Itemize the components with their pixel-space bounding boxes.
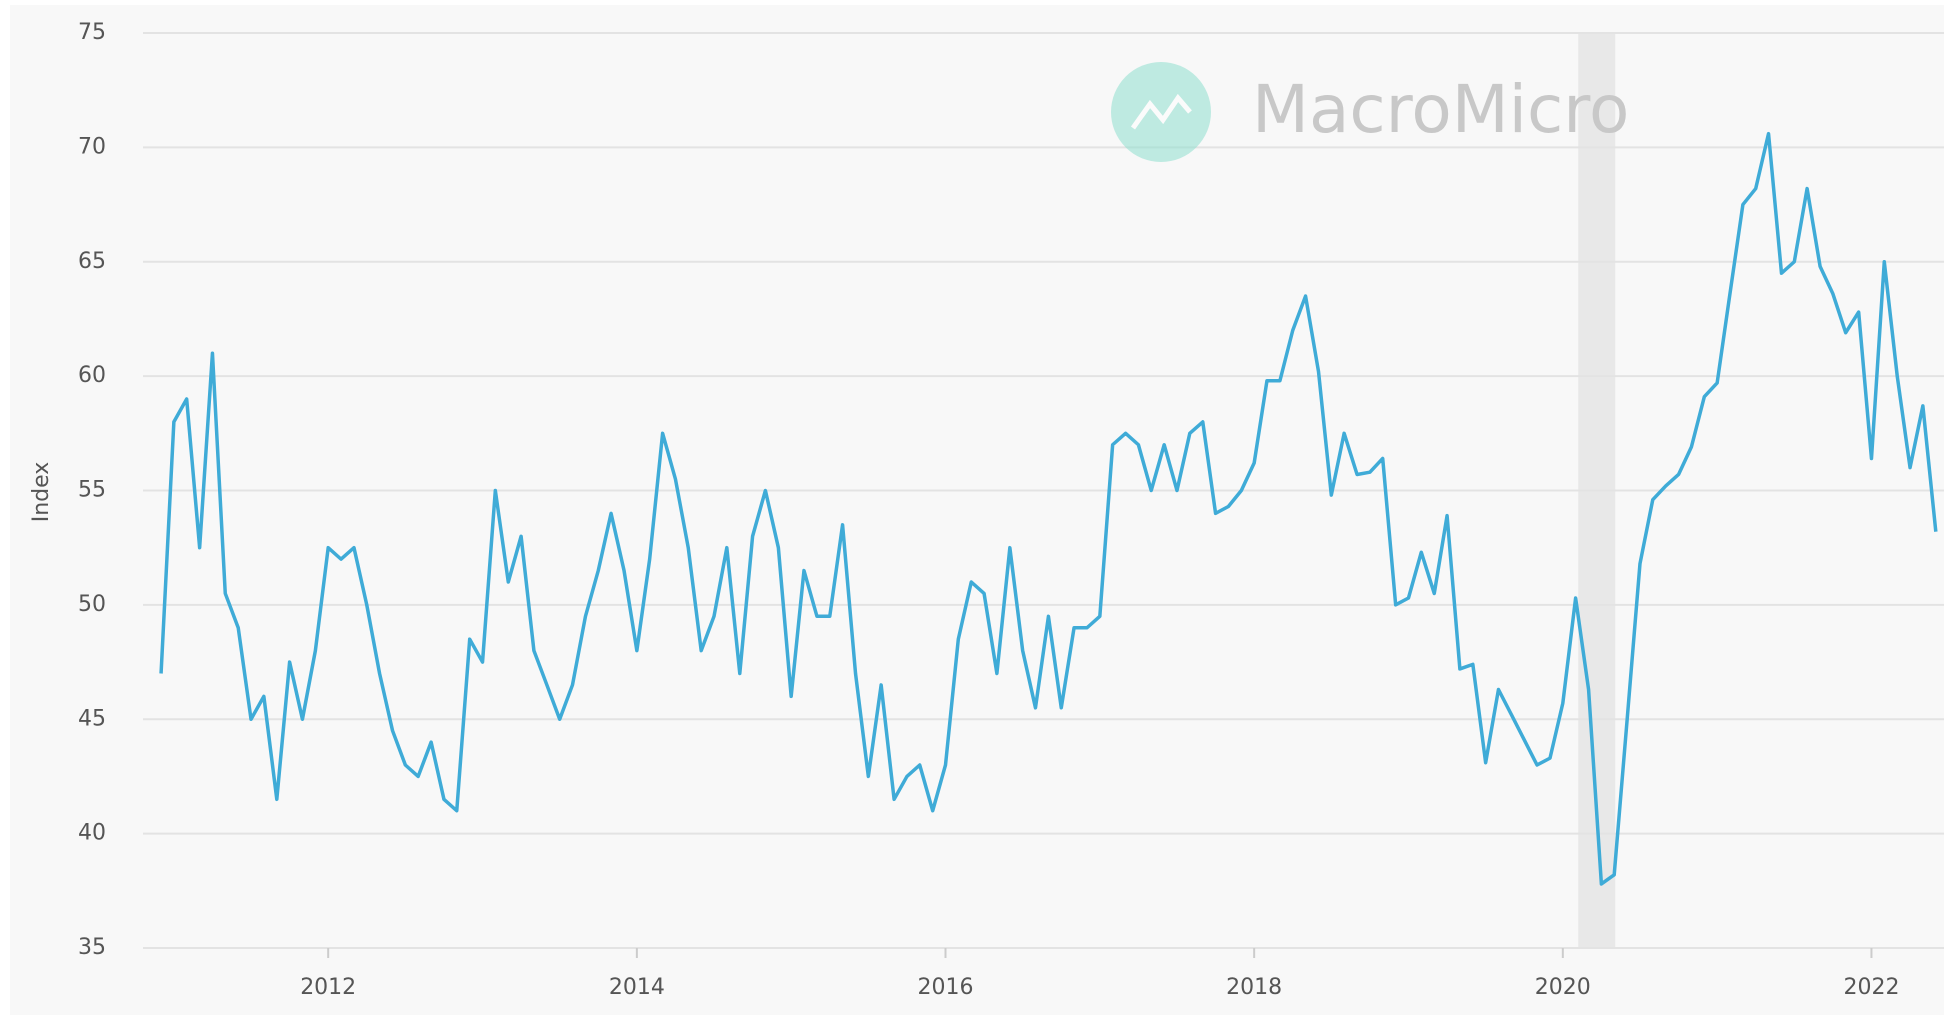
watermark: MacroMicro xyxy=(1252,71,1629,148)
y-tick-label: 65 xyxy=(78,249,106,274)
x-tick-label: 2022 xyxy=(1843,975,1899,1000)
y-axis-label: Index xyxy=(29,462,54,523)
y-tick-label: 40 xyxy=(78,821,106,846)
y-tick-label: 70 xyxy=(78,134,106,159)
y-tick-label: 55 xyxy=(78,478,106,503)
watermark-logo xyxy=(1111,62,1211,162)
y-tick-label: 45 xyxy=(78,706,106,731)
y-tick-label: 75 xyxy=(78,20,106,45)
y-tick-label: 60 xyxy=(78,363,106,388)
y-tick-label: 50 xyxy=(78,592,106,617)
x-tick-label: 2016 xyxy=(918,975,974,1000)
x-tick-label: 2014 xyxy=(609,975,665,1000)
x-tick-label: 2012 xyxy=(300,975,356,1000)
line-series xyxy=(159,131,1938,886)
x-tick-label: 2018 xyxy=(1226,975,1282,1000)
plot-background xyxy=(10,5,1944,1015)
y-tick-label: 35 xyxy=(78,935,106,960)
x-tick-label: 2020 xyxy=(1535,975,1591,1000)
